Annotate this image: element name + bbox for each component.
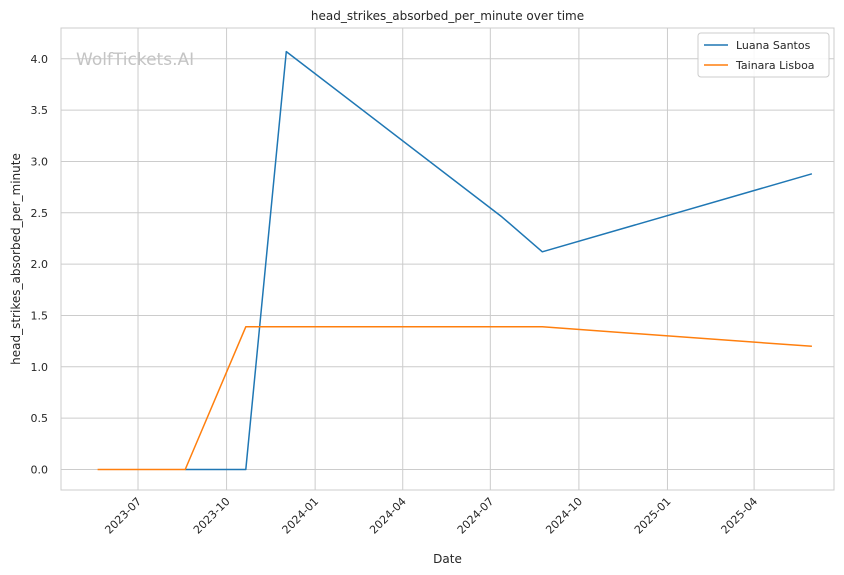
y-tick-label: 3.0 [31,155,49,168]
legend: Luana Santos Tainara Lisboa [697,32,830,78]
y-tick-label: 0.5 [31,412,49,425]
y-axis-label: head_strikes_absorbed_per_minute [9,153,23,365]
legend-label-1: Luana Santos [736,39,811,52]
legend-label-2: Tainara Lisboa [735,59,815,72]
y-tick-label: 2.0 [31,258,49,271]
y-tick-label: 3.5 [31,104,49,117]
plot-frame [60,27,835,491]
y-tick-label: 4.0 [31,53,49,66]
legend-box [697,32,830,78]
series-lines [97,50,813,471]
watermark: WolfTickets.AI [76,50,194,70]
grid [61,28,834,490]
chart-title: head_strikes_absorbed_per_minute over ti… [311,9,584,23]
y-tick-label: 1.5 [31,309,49,322]
series-line-1 [185,50,813,471]
y-tick-label: 0.0 [31,463,49,476]
x-axis-label: Date [433,552,462,566]
y-tick-label: 1.0 [31,361,49,374]
y-tick-labels: 0.0 0.5 1.0 1.5 2.0 2.5 3.0 3.5 4.0 [31,53,49,477]
series-line-2 [97,326,812,471]
y-tick-label: 2.5 [31,207,49,220]
